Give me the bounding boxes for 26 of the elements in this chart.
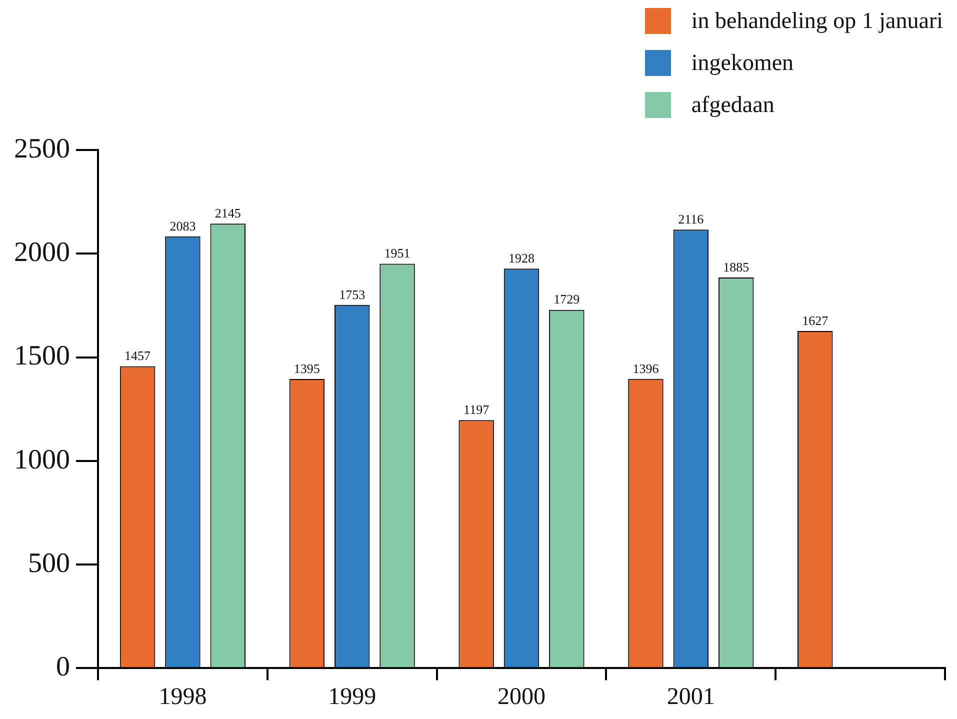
y-tick-label: 2000 [14, 237, 70, 268]
x-tick-label: 1999 [328, 684, 376, 710]
data-label: 1197 [464, 402, 490, 418]
y-tick-label: 2500 [14, 133, 70, 164]
data-label: 1457 [124, 348, 152, 364]
x-tick-label: 2001 [666, 684, 715, 710]
data-label: 1729 [554, 292, 580, 307]
y-tick-label: 500 [28, 548, 70, 579]
data-label: 2116 [678, 212, 704, 227]
data-label: 2083 [170, 218, 196, 234]
x-tick-label: 2000 [498, 684, 546, 710]
data-label: 1627 [802, 312, 829, 328]
data-label: 1951 [384, 246, 410, 261]
data-label: 1395 [294, 360, 320, 376]
y-tick-label: 0 [56, 652, 70, 683]
data-label: 1753 [339, 286, 366, 302]
legend-label: ingekomen [691, 50, 794, 76]
legend-label: in behandeling op 1 januari [691, 8, 943, 34]
legend-label: afgedaan [691, 92, 774, 118]
data-label: 1885 [723, 259, 750, 274]
data-label: 2145 [214, 206, 241, 221]
data-label: 1928 [508, 250, 534, 266]
data-label: 1396 [632, 360, 660, 376]
y-tick-label: 1500 [14, 340, 70, 372]
y-tick-label: 1000 [14, 444, 70, 476]
x-tick-label: 1998 [158, 684, 207, 710]
